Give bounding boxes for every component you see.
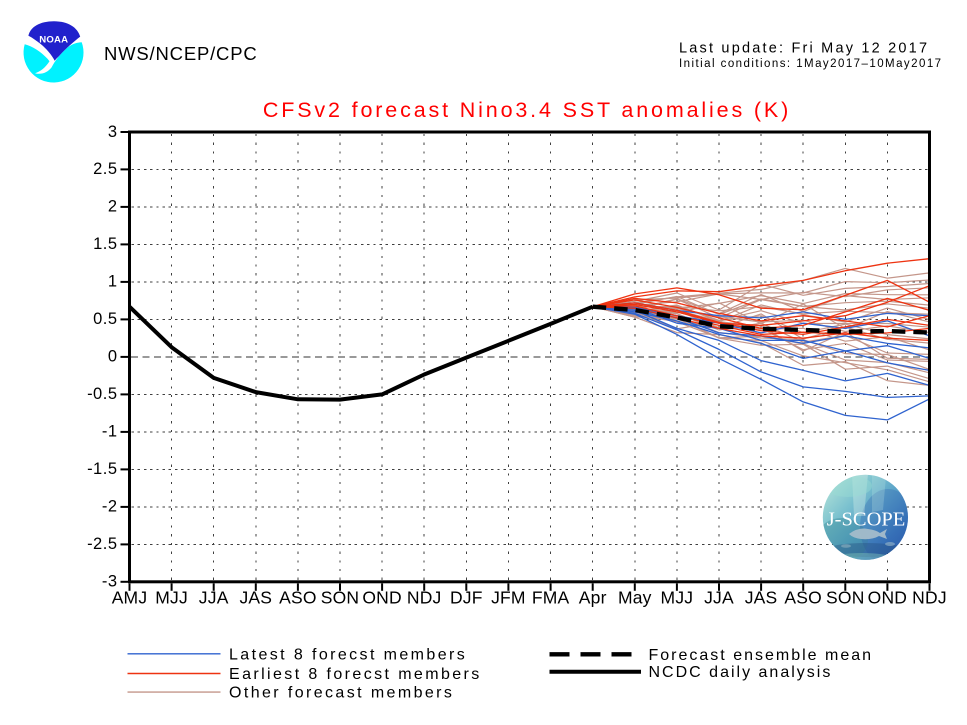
svg-text:OND: OND	[868, 588, 908, 608]
svg-text:JAS: JAS	[239, 588, 272, 608]
svg-text:ASO: ASO	[784, 588, 822, 608]
svg-text:MJJ: MJJ	[155, 588, 188, 608]
svg-text:NDJ: NDJ	[912, 588, 947, 608]
svg-text:-1: -1	[102, 423, 118, 441]
svg-text:1: 1	[108, 273, 118, 291]
svg-text:-0.5: -0.5	[87, 385, 117, 403]
svg-text:OND: OND	[362, 588, 402, 608]
svg-text:-2: -2	[102, 498, 118, 516]
svg-text:-2.5: -2.5	[87, 535, 117, 553]
svg-text:JAS: JAS	[745, 588, 778, 608]
svg-text:0: 0	[108, 348, 118, 366]
svg-text:Apr: Apr	[579, 588, 607, 608]
svg-text:CFSv2 forecast Nino3.4 SST ano: CFSv2 forecast Nino3.4 SST anomalies (K)	[263, 98, 791, 122]
svg-text:NCDC daily analysis: NCDC daily analysis	[649, 664, 833, 681]
svg-text:Forecast ensemble mean: Forecast ensemble mean	[649, 647, 874, 664]
svg-text:NDJ: NDJ	[407, 588, 442, 608]
svg-text:3: 3	[108, 123, 118, 141]
svg-text:2: 2	[108, 198, 118, 216]
svg-text:AMJ: AMJ	[112, 588, 148, 608]
svg-text:May: May	[618, 588, 652, 608]
svg-text:-3: -3	[102, 573, 118, 591]
svg-text:-1.5: -1.5	[87, 460, 117, 478]
svg-text:JJA: JJA	[199, 588, 229, 608]
svg-text:Other forecast members: Other forecast members	[229, 685, 454, 702]
svg-text:J-SCOPE: J-SCOPE	[827, 509, 906, 531]
svg-text:0.5: 0.5	[93, 310, 117, 328]
svg-text:JFM: JFM	[491, 588, 526, 608]
svg-text:NOAA: NOAA	[39, 35, 68, 46]
svg-text:SON: SON	[826, 588, 865, 608]
svg-text:MJJ: MJJ	[661, 588, 694, 608]
svg-text:JJA: JJA	[704, 588, 734, 608]
svg-text:Last update: Fri May 12 2017: Last update: Fri May 12 2017	[679, 41, 929, 57]
svg-text:DJF: DJF	[450, 588, 483, 608]
svg-text:2.5: 2.5	[93, 160, 117, 178]
svg-text:SON: SON	[321, 588, 360, 608]
svg-text:ASO: ASO	[279, 588, 317, 608]
svg-text:Earliest 8 forecst members: Earliest 8 forecst members	[229, 666, 482, 683]
svg-text:FMA: FMA	[532, 588, 570, 608]
svg-text:Latest 8 forecst members: Latest 8 forecst members	[229, 646, 467, 663]
svg-text:Initial conditions: 1May2017–1: Initial conditions: 1May2017–10May2017	[679, 58, 943, 70]
svg-text:NWS/NCEP/CPC: NWS/NCEP/CPC	[104, 43, 258, 64]
svg-text:1.5: 1.5	[93, 235, 117, 253]
